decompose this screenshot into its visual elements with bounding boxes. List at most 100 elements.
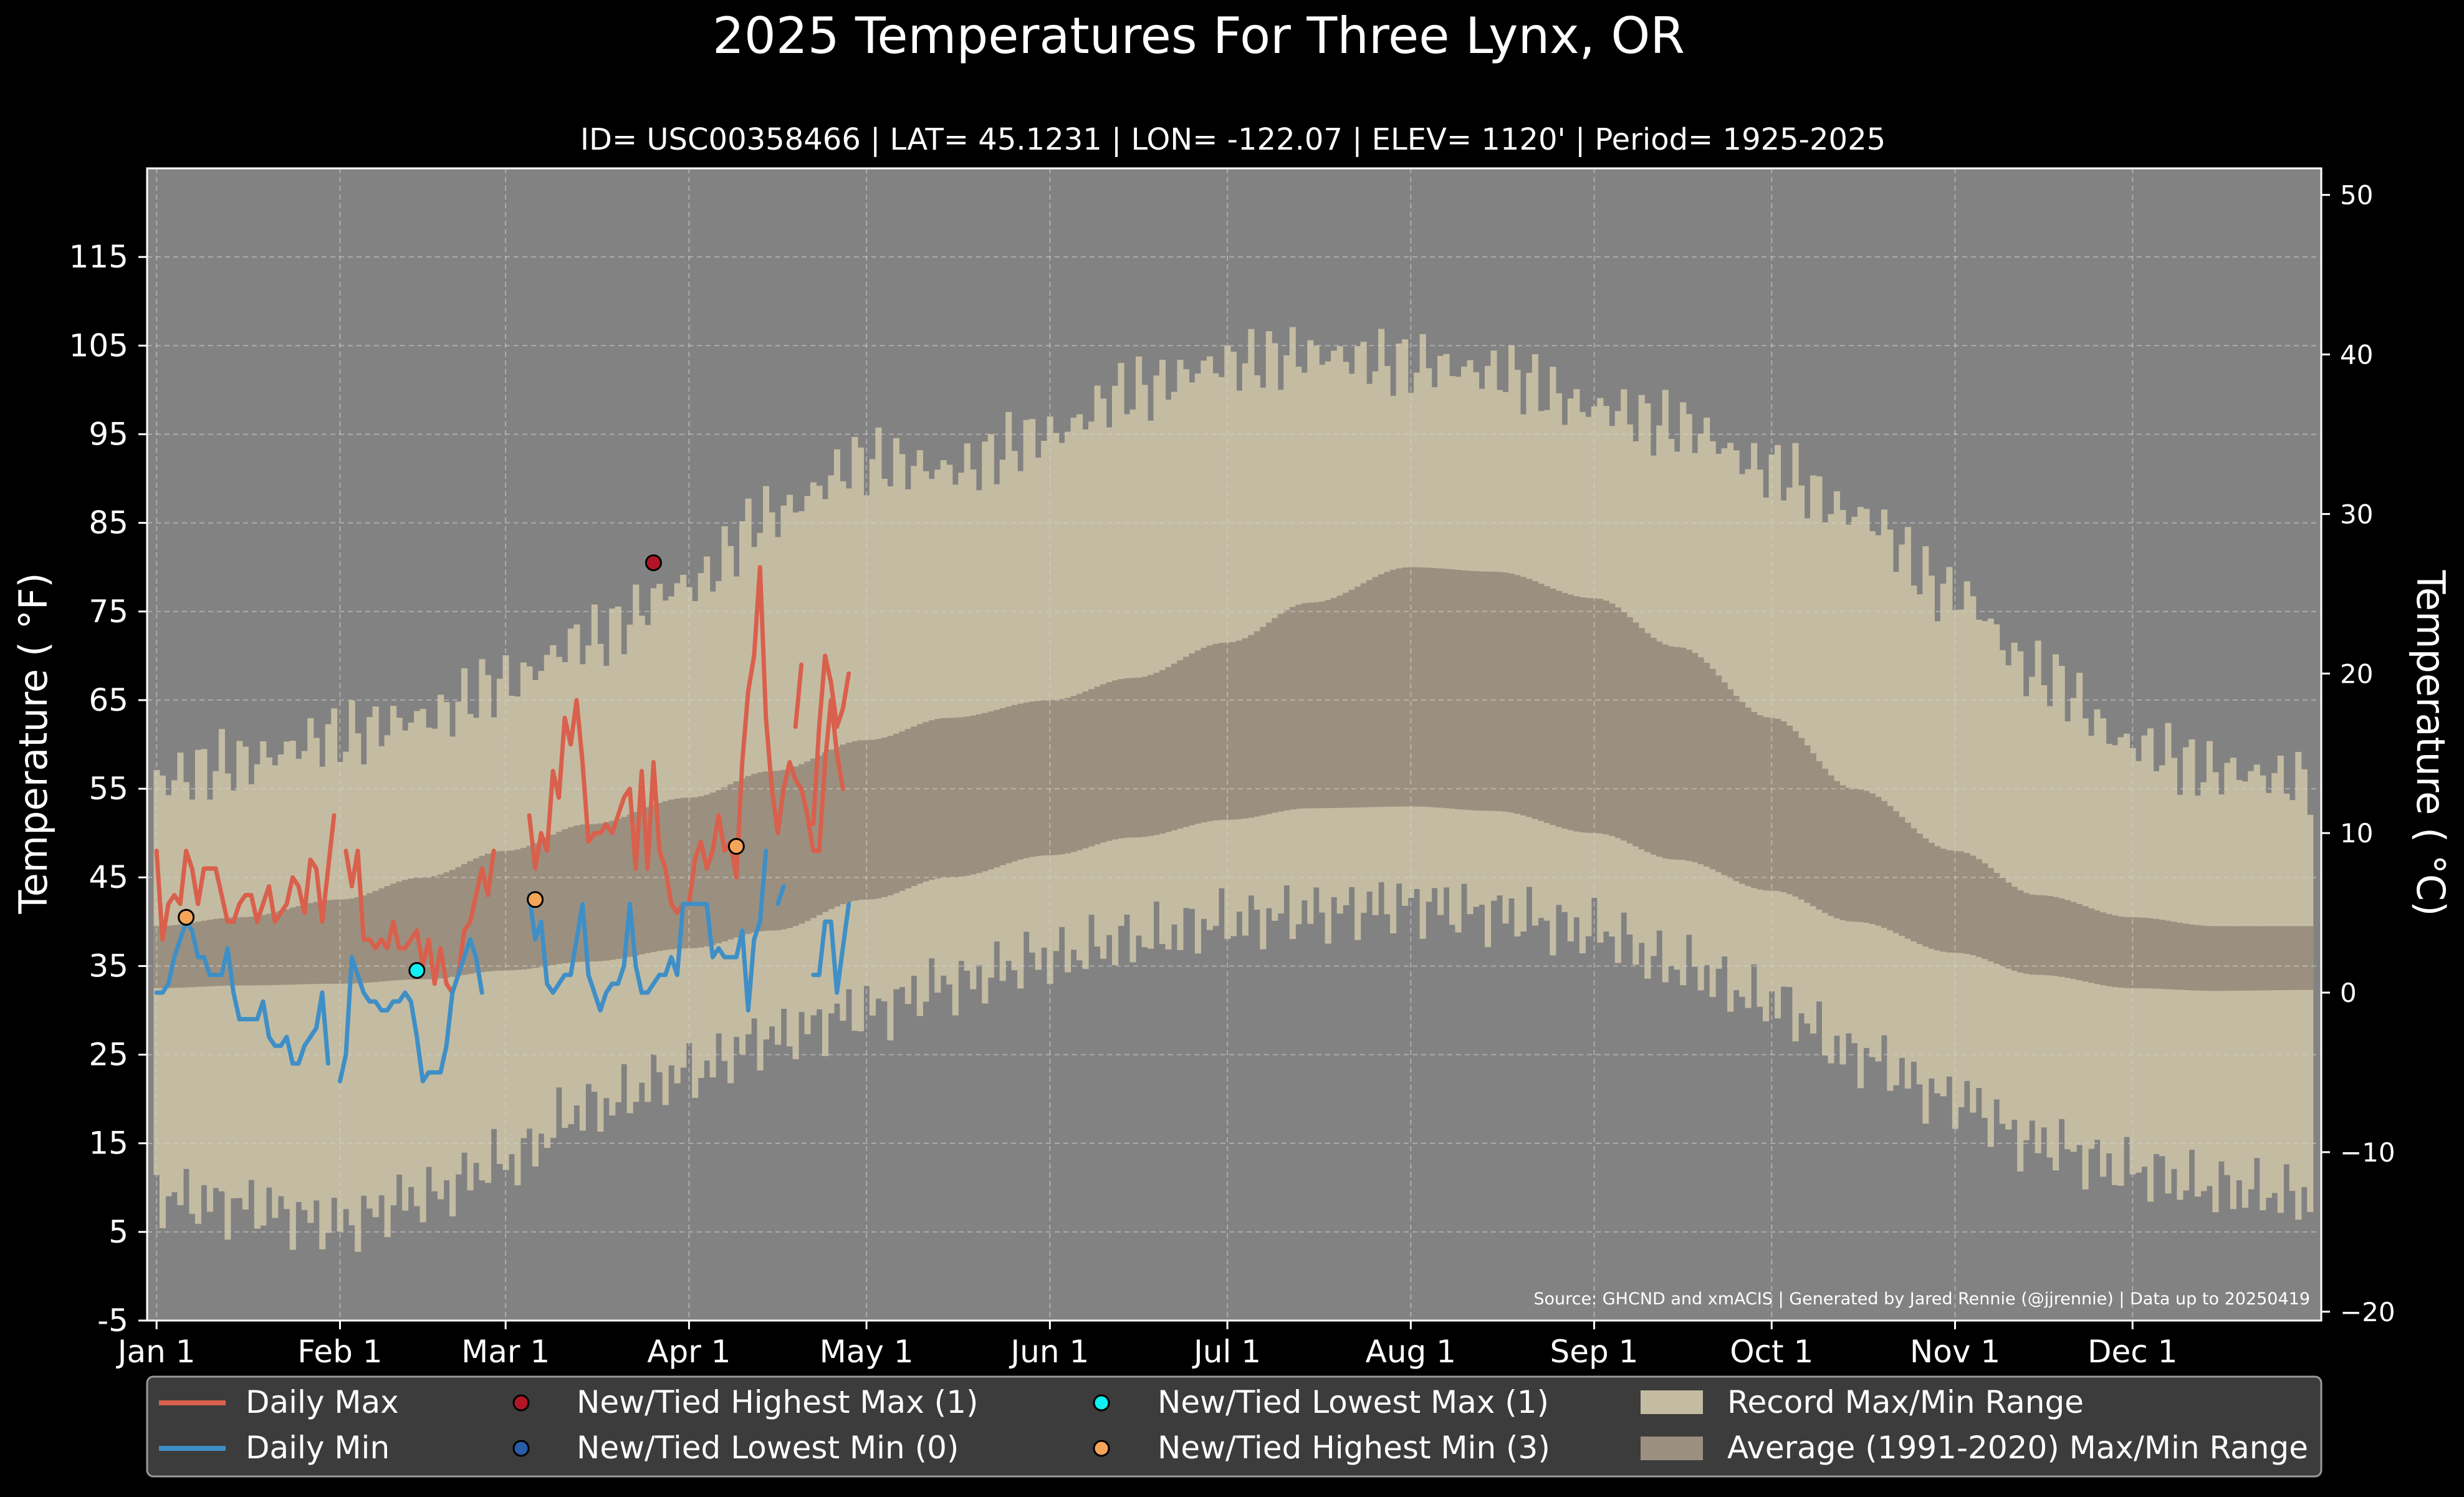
average-range-bar — [2170, 922, 2178, 990]
average-range-bar — [2218, 926, 2225, 991]
average-range-bar — [1455, 570, 1462, 809]
average-range-bar — [2265, 926, 2272, 991]
average-range-bar — [1934, 846, 1941, 951]
average-range-bar — [1508, 573, 1515, 813]
y-tick-label-left: 105 — [69, 327, 128, 363]
average-range-bar — [1899, 817, 1906, 936]
record-marker — [408, 961, 426, 979]
average-range-bar — [567, 827, 574, 963]
average-range-bar — [508, 850, 515, 971]
record-range-bar — [355, 733, 362, 1252]
average-range-bar — [2206, 926, 2213, 991]
average-range-bar — [633, 812, 640, 956]
average-range-bar — [1236, 640, 1243, 819]
average-range-bar — [881, 738, 888, 897]
record-range-bar — [1904, 527, 1911, 1089]
record-range-bar — [289, 740, 296, 1250]
average-range-bar — [2212, 926, 2219, 991]
average-range-bar — [697, 796, 704, 948]
average-range-bar — [798, 764, 805, 924]
average-range-bar — [2106, 914, 2112, 986]
average-range-bar — [1555, 590, 1562, 827]
average-range-bar — [1745, 707, 1752, 887]
average-range-bar — [479, 855, 486, 973]
average-range-bar — [2082, 906, 2089, 982]
average-range-bar — [2283, 926, 2290, 990]
record-marker — [178, 908, 195, 926]
average-range-bar — [449, 870, 456, 977]
average-range-bar — [603, 822, 610, 961]
average-range-bar — [1414, 567, 1421, 807]
average-range-bar — [2147, 918, 2154, 989]
average-range-bar — [236, 917, 243, 986]
record-range-bar — [828, 475, 835, 1014]
average-range-bar — [1910, 828, 1917, 941]
average-range-bar — [2188, 924, 2195, 991]
average-range-bar — [1881, 801, 1887, 928]
record-range-bar — [845, 488, 852, 989]
y-tick-label-left: -5 — [97, 1302, 128, 1339]
average-range-bar — [2017, 890, 2024, 973]
average-range-bar — [591, 824, 598, 962]
average-range-bar — [2058, 898, 2065, 977]
average-range-bar — [1331, 598, 1338, 808]
y-tick-label-right: −20 — [2340, 1297, 2395, 1327]
average-range-bar — [1005, 706, 1012, 864]
average-range-bar — [1147, 675, 1154, 836]
average-range-bar — [1484, 571, 1492, 811]
average-range-bar — [1141, 676, 1148, 837]
average-range-bar — [1644, 633, 1651, 852]
y-tick-label-right: 30 — [2340, 499, 2373, 529]
average-range-bar — [916, 724, 923, 884]
average-range-bar — [1940, 849, 1947, 952]
y-tick-label-right: 20 — [2340, 658, 2373, 689]
record-range-bar — [2177, 794, 2184, 1200]
average-range-bar — [2029, 894, 2036, 975]
average-range-bar — [609, 821, 616, 960]
source-note: Source: GHCND and xmACIS | Generated by … — [1533, 1289, 2310, 1309]
record-range-bar — [2194, 796, 2201, 1197]
average-range-bar — [1775, 718, 1781, 892]
y-tick-label-right: 50 — [2340, 180, 2373, 211]
average-range-bar — [751, 774, 758, 933]
chart-title: 2025 Temperatures For Three Lynx, OR — [712, 7, 1685, 65]
average-range-bar — [2076, 903, 2083, 981]
daily-min-line — [811, 902, 851, 995]
record-range-bar — [1940, 584, 1947, 1097]
y-tick-label-right: −10 — [2340, 1137, 2395, 1168]
average-range-bar — [1668, 646, 1675, 860]
x-tick-label: Jul 1 — [1192, 1334, 1261, 1370]
average-range-bar — [1904, 822, 1911, 939]
average-range-bar — [2194, 925, 2201, 991]
average-range-bar — [2253, 926, 2260, 991]
average-range-bar — [1816, 761, 1823, 910]
average-range-bar — [2301, 926, 2308, 990]
y-tick-label-left: 15 — [89, 1125, 128, 1162]
average-range-bar — [2094, 910, 2101, 984]
average-range-bar — [1402, 567, 1409, 807]
average-range-bar — [443, 872, 450, 978]
average-range-bar — [2248, 926, 2255, 991]
average-range-bar — [230, 917, 237, 986]
average-range-bar — [840, 744, 846, 905]
average-range-bar — [1467, 570, 1474, 811]
record-range-bar — [987, 434, 994, 978]
record-range-bar — [1153, 375, 1160, 902]
average-range-bar — [1053, 700, 1060, 855]
average-range-bar — [1177, 660, 1184, 829]
average-range-bar — [1579, 597, 1586, 832]
average-range-bar — [1692, 653, 1699, 862]
average-range-bar — [1212, 643, 1219, 821]
average-range-bar — [2088, 908, 2095, 983]
average-range-bar — [780, 769, 787, 930]
record-range-bar — [940, 460, 947, 976]
average-range-bar — [284, 909, 290, 985]
average-range-bar — [573, 826, 580, 962]
average-range-bar — [1076, 693, 1083, 850]
daily-max-line — [343, 849, 496, 995]
average-range-bar — [1390, 569, 1397, 807]
average-range-bar — [1550, 588, 1556, 826]
average-range-bar — [1845, 787, 1852, 922]
average-range-bar — [1265, 622, 1272, 814]
record-range-bar — [384, 735, 391, 1238]
